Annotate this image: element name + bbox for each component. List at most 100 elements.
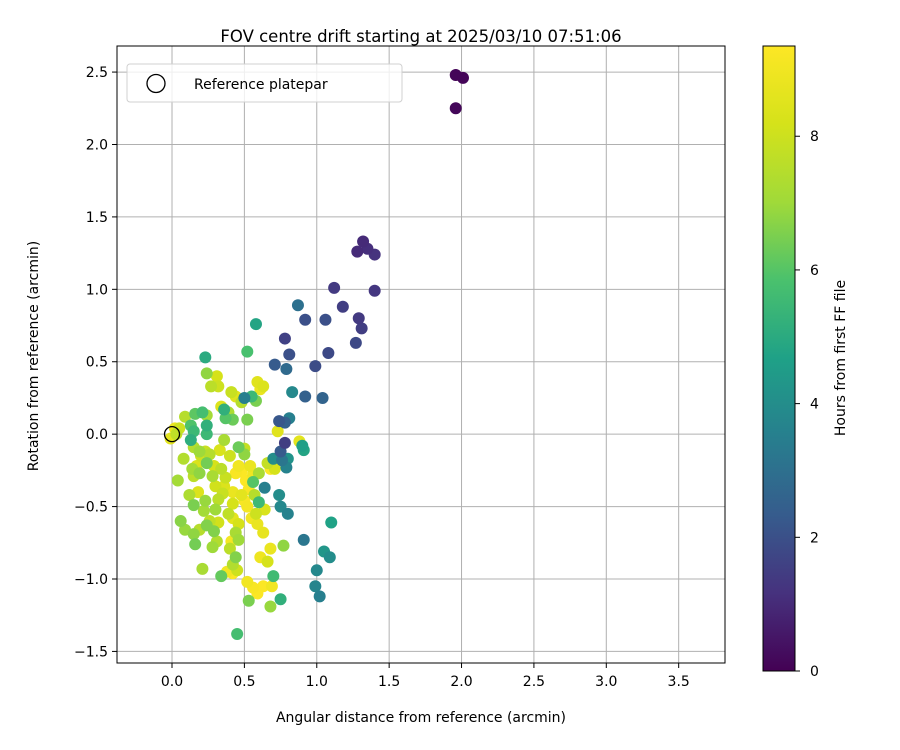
data-point (200, 419, 213, 432)
data-point (299, 390, 312, 403)
data-point (218, 433, 231, 446)
data-point (309, 580, 322, 593)
data-point (189, 538, 202, 551)
x-tick-label: 1.5 (378, 674, 400, 690)
data-point (249, 507, 262, 520)
data-point (297, 533, 310, 546)
y-tick-label: −0.5 (74, 500, 108, 516)
data-point (235, 488, 248, 501)
colorbar-ticks: 0 2 4 6 8 (795, 129, 819, 680)
x-tick-label: 2.5 (523, 674, 545, 690)
data-point (273, 488, 286, 501)
x-axis: 0.0 0.5 1.0 1.5 2.0 2.5 3.0 3.5 (161, 663, 690, 690)
data-point (265, 580, 278, 593)
data-point (199, 351, 212, 364)
x-axis-label: Angular distance from reference (arcmin) (276, 710, 566, 726)
data-point (241, 345, 254, 358)
data-point (170, 428, 183, 441)
colorbar-tick-label: 6 (810, 263, 819, 279)
data-point (309, 360, 322, 373)
data-point (193, 445, 206, 458)
data-point (171, 474, 184, 487)
data-point (232, 533, 245, 546)
data-point (241, 575, 254, 588)
data-point (449, 102, 462, 115)
data-point (200, 457, 213, 470)
data-point (310, 564, 323, 577)
colorbar-label: Hours from first FF file (833, 280, 849, 436)
data-point (226, 497, 239, 510)
y-tick-label: −1.5 (74, 644, 108, 660)
data-point (205, 380, 218, 393)
data-point (264, 600, 277, 613)
data-point (271, 425, 284, 438)
legend-label: Reference platepar (194, 77, 328, 93)
data-point (351, 245, 364, 258)
x-tick-label: 3.0 (595, 674, 617, 690)
y-axis: −1.5 −1.0 −0.5 0.0 0.5 1.0 1.5 2.0 2.5 (74, 65, 117, 660)
data-point (268, 358, 281, 371)
data-point (231, 628, 244, 641)
y-tick-label: 0.0 (86, 427, 108, 443)
legend: Reference platepar (126, 63, 403, 103)
data-point (278, 332, 291, 345)
data-point (206, 541, 219, 554)
data-point (325, 516, 338, 529)
y-tick-label: 0.5 (86, 355, 108, 371)
data-point (277, 539, 290, 552)
data-point (319, 313, 332, 326)
colorbar-tick-label: 8 (810, 129, 819, 145)
data-point (223, 449, 236, 462)
data-point (456, 71, 469, 84)
data-point (368, 284, 381, 297)
data-point (296, 439, 309, 452)
data-point (206, 470, 219, 483)
data-point (258, 481, 271, 494)
data-point (209, 503, 222, 516)
x-tick-label: 3.5 (668, 674, 690, 690)
x-tick-label: 0.5 (233, 674, 255, 690)
data-point (184, 433, 197, 446)
data-point (291, 299, 304, 312)
data-point (187, 499, 200, 512)
data-point (357, 235, 370, 248)
data-point (249, 318, 262, 331)
data-point (352, 312, 365, 325)
data-point (273, 415, 286, 428)
data-point (196, 562, 209, 575)
data-point (316, 391, 329, 404)
chart-title: FOV centre drift starting at 2025/03/10 … (220, 27, 621, 46)
legend-marker-icon (146, 73, 166, 94)
data-point (241, 500, 254, 513)
data-point (283, 348, 296, 361)
data-point (199, 494, 212, 507)
data-point (322, 347, 335, 360)
data-point (257, 526, 270, 539)
data-point (225, 386, 238, 399)
data-point (177, 452, 190, 465)
data-point (349, 336, 362, 349)
data-point (328, 281, 341, 294)
y-tick-label: −1.0 (74, 572, 108, 588)
data-point (257, 380, 270, 393)
data-point (252, 467, 265, 480)
data-point (215, 570, 228, 583)
data-point (196, 406, 209, 419)
data-point (238, 391, 251, 404)
data-point (223, 542, 236, 555)
data-point (232, 441, 245, 454)
data-point (336, 300, 349, 313)
data-point (197, 504, 210, 517)
data-point (193, 467, 206, 480)
y-axis-label: Rotation from reference (arcmin) (26, 241, 42, 471)
data-point (200, 367, 213, 380)
plot-frame (116, 45, 726, 664)
data-point (179, 410, 192, 423)
reference-point-marker (163, 426, 181, 443)
colorbar-tick-label: 0 (810, 664, 819, 680)
data-point (222, 507, 235, 520)
x-tick-label: 1.0 (306, 674, 328, 690)
data-point (210, 370, 223, 383)
data-point (278, 436, 291, 449)
